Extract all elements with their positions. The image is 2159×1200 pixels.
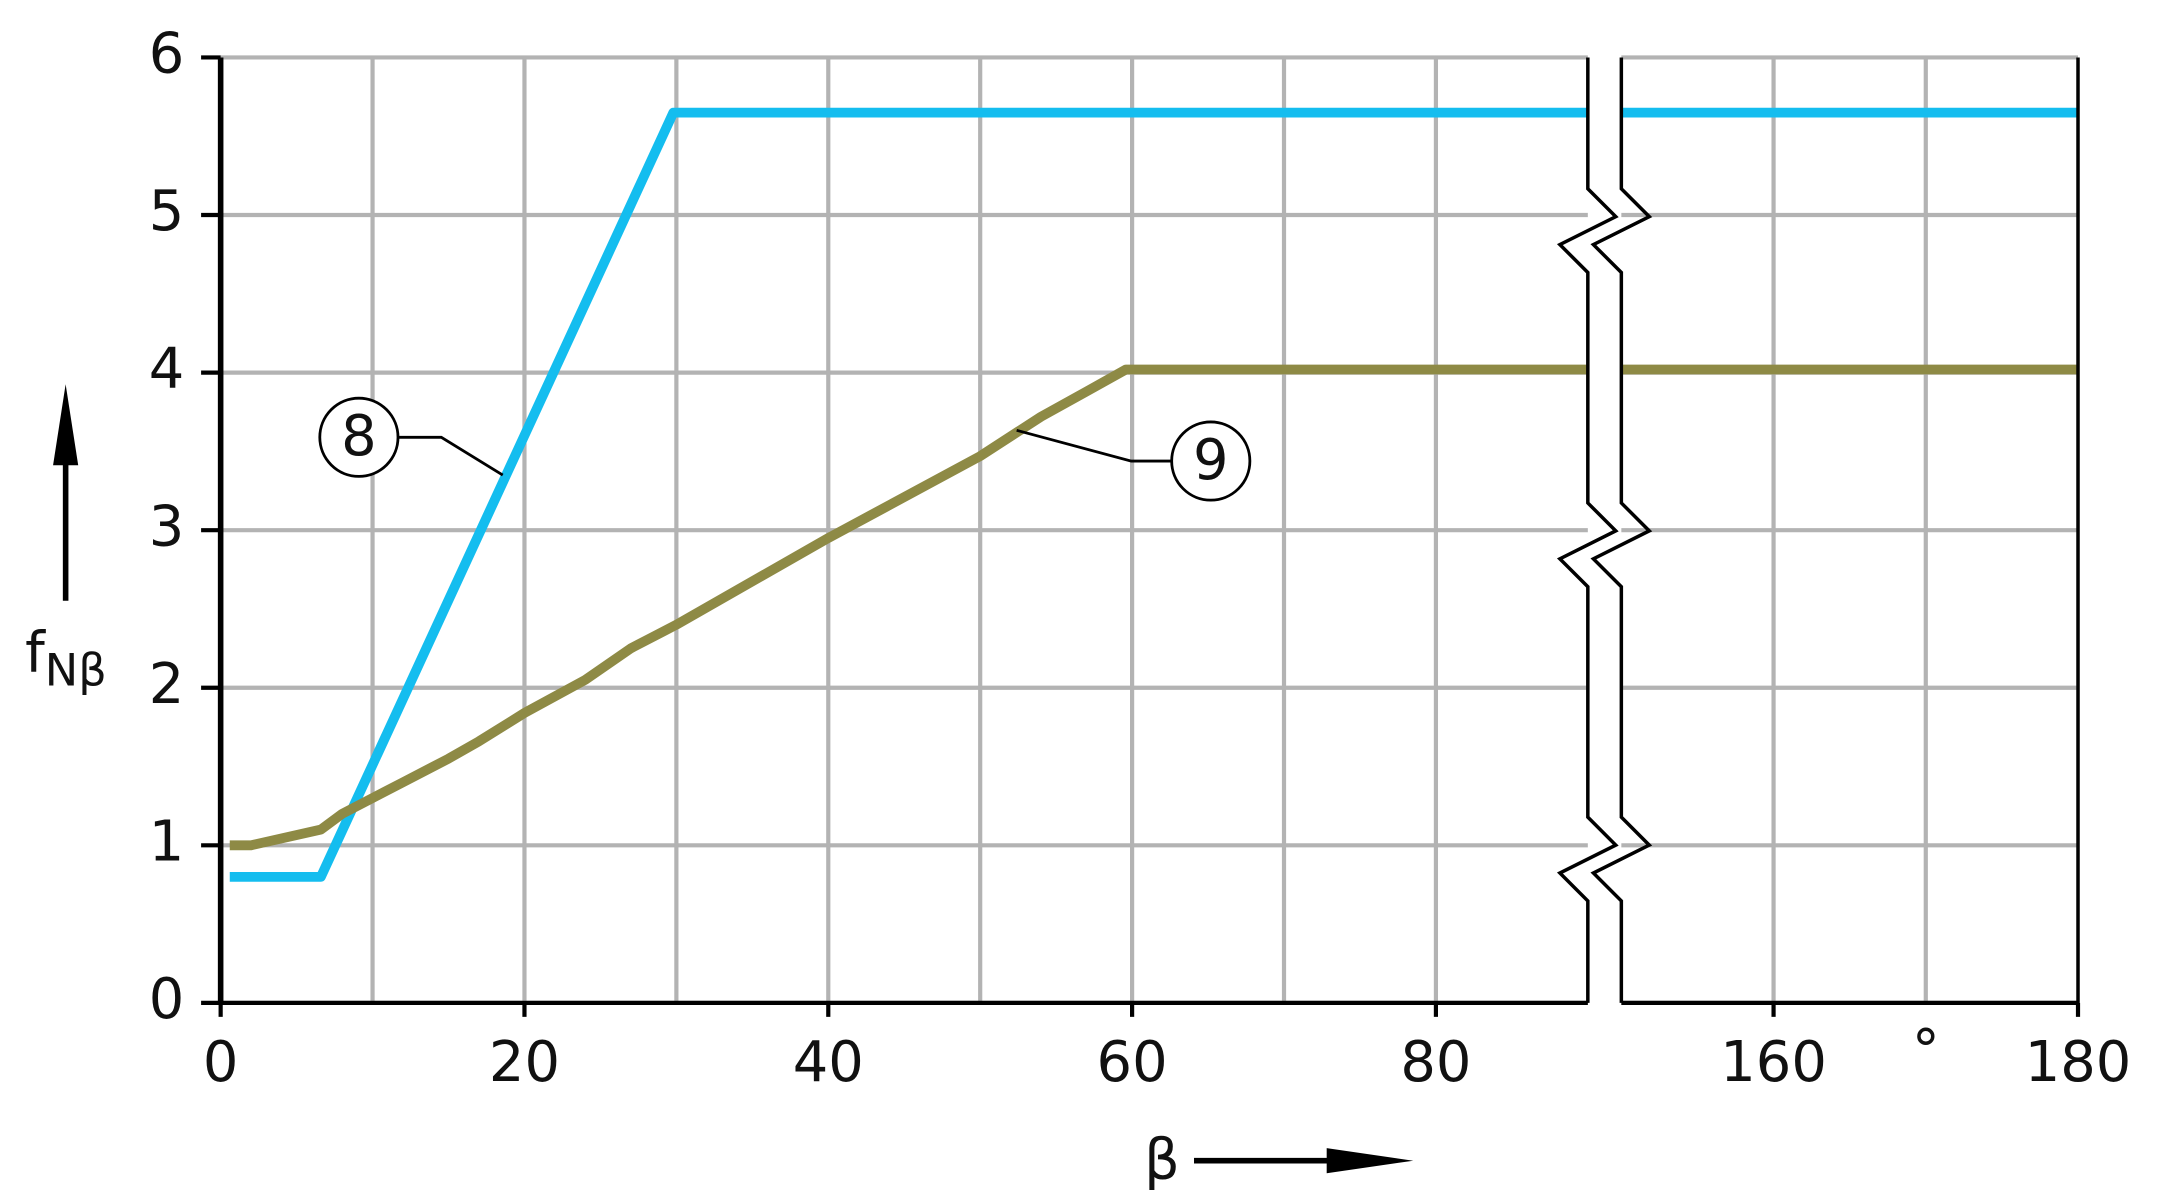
- series-line: [229, 107, 1588, 882]
- y-tick-label: 5: [149, 179, 185, 244]
- y-tick-label: 1: [149, 809, 185, 874]
- callout-circle: [318, 396, 400, 478]
- axes: β fNβ °: [25, 57, 2080, 1193]
- x-tick-label: 80: [1400, 1030, 1471, 1095]
- y-tick-label: 4: [149, 337, 185, 402]
- x-axis-label: β: [1144, 1128, 1180, 1193]
- callout-leader: [1016, 428, 1172, 463]
- callout-label: 8: [341, 404, 377, 469]
- x-tick-label: 20: [489, 1030, 560, 1095]
- callout-circle: [1170, 420, 1252, 502]
- y-axis-label-sub: Nβ: [45, 644, 107, 696]
- x-tick-label: 40: [793, 1030, 864, 1095]
- y-tick-label: 3: [149, 494, 185, 559]
- axis-break: [1590, 57, 1653, 1003]
- y-tick-label: 6: [149, 22, 185, 87]
- series-line: [229, 364, 1588, 851]
- callout-leader: [398, 435, 504, 477]
- x-tick-label: 60: [1097, 1030, 1168, 1095]
- lines: [229, 107, 2079, 882]
- x-tick-label: 180: [2025, 1030, 2132, 1095]
- axis-break: [1556, 57, 1619, 1003]
- y-axis-label: fNβ: [25, 621, 107, 697]
- y-axis-label-main: f: [25, 621, 46, 686]
- y-tick-label: 2: [149, 652, 185, 717]
- y-tick-label: 0: [149, 967, 185, 1032]
- y-arrow-head: [53, 384, 79, 466]
- x-tick-label: 160: [1720, 1030, 1827, 1095]
- x-unit: °: [1912, 1019, 1940, 1084]
- x-tick-label: 0: [203, 1030, 239, 1095]
- x-arrow-head: [1326, 1148, 1414, 1174]
- callout-label: 9: [1193, 428, 1229, 493]
